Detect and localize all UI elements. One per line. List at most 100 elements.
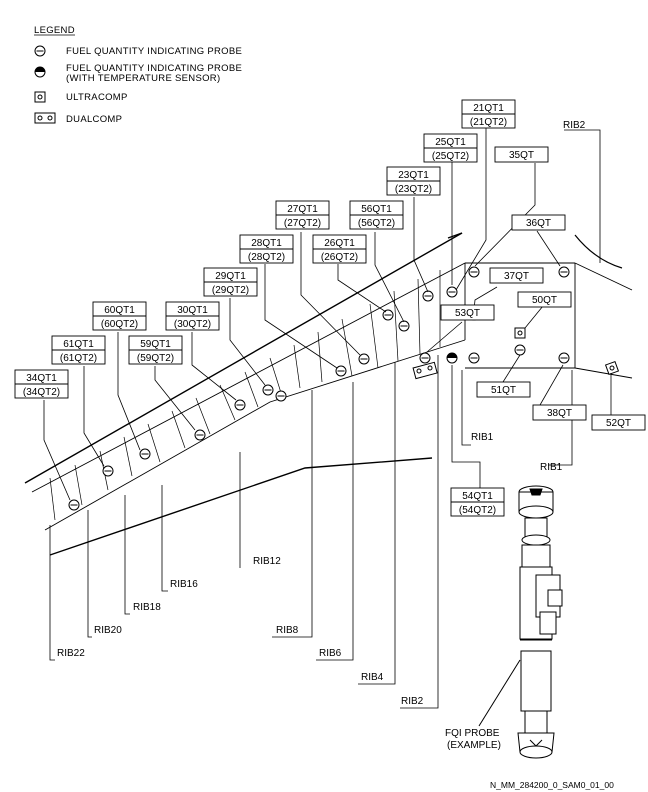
probe-30qt-icon <box>234 399 246 411</box>
callout-37qt: 37QT <box>489 267 544 284</box>
probe-34qt-icon <box>68 499 80 511</box>
rib12-label: RIB12 <box>253 556 281 567</box>
rib18-label: RIB18 <box>133 602 161 613</box>
callout-23qt1-main: 23QT1 <box>398 170 429 181</box>
callout-29qt1-alt: (29QT2) <box>212 285 249 296</box>
callout-30qt1-main: 30QT1 <box>177 305 208 316</box>
rib1-label-a: RIB1 <box>471 432 494 443</box>
callout-54qt1: 54QT1 (54QT2) <box>450 487 505 517</box>
probe-54qt-temp-sensor-icon <box>446 352 458 364</box>
callout-25qt1: 25QT1 (25QT2) <box>423 133 478 163</box>
callout-30qt1-alt: (30QT2) <box>174 319 211 330</box>
callout-36qt: 36QT <box>511 214 566 231</box>
ultracomp-52qt-icon <box>604 360 620 376</box>
rib1-label-b: RIB1 <box>540 462 563 473</box>
rib4-label: RIB4 <box>361 672 384 683</box>
callout-34qt1-alt: (34QT2) <box>23 387 60 398</box>
callout-23qt1: 23QT1 (23QT2) <box>386 166 441 196</box>
callout-36qt-text: 36QT <box>526 218 551 229</box>
callout-27qt1-alt: (27QT2) <box>284 218 321 229</box>
rib2-bottom-label: RIB2 <box>401 696 424 707</box>
rib6-label: RIB6 <box>319 648 342 659</box>
callout-52qt-text: 52QT <box>606 418 631 429</box>
callout-38qt: 38QT <box>532 404 587 421</box>
callout-52qt: 52QT <box>591 414 646 431</box>
probe-60qt-icon <box>139 448 151 460</box>
wing-probes <box>68 266 620 511</box>
callout-26qt1: 26QT1 (26QT2) <box>312 234 367 264</box>
probe-35qt-icon <box>468 266 480 278</box>
callout-21qt1-alt: (21QT2) <box>470 117 507 128</box>
probe-29qt-b-icon <box>275 390 287 402</box>
callout-29qt1-main: 29QT1 <box>215 271 246 282</box>
callout-28qt1-main: 28QT1 <box>251 238 282 249</box>
callout-35qt-text: 35QT <box>509 150 534 161</box>
fqi-probe-example-drawing <box>478 485 563 759</box>
legend-title: LEGEND <box>34 25 75 36</box>
probe-23qt-icon <box>422 290 434 302</box>
probe-27qt-icon <box>358 353 370 365</box>
wing-rear-spar <box>44 339 466 531</box>
callout-60qt1-main: 60QT1 <box>104 305 135 316</box>
dualcomp-wing-icon <box>412 361 438 380</box>
rib16-label: RIB16 <box>170 579 198 590</box>
callout-59qt1-alt: (59QT2) <box>137 353 174 364</box>
probe-25qt-icon <box>446 286 458 298</box>
callout-21qt1-main: 21QT1 <box>473 103 504 114</box>
callout-50qt: 50QT <box>517 291 572 308</box>
callout-53qt: 53QT <box>440 304 495 321</box>
leader-lines <box>43 128 612 709</box>
drawing-id: N_MM_284200_0_SAM0_01_00 <box>490 780 614 790</box>
legend-ultracomp-label: ULTRACOMP <box>66 92 128 103</box>
rib2-top-label: RIB2 <box>563 120 586 131</box>
probe-wing-root-icon <box>419 352 431 364</box>
probe-61qt-icon <box>102 465 114 477</box>
callout-26qt1-main: 26QT1 <box>324 238 355 249</box>
callout-35qt: 35QT <box>494 146 549 163</box>
probe-example-caption: FQI PROBE (EXAMPLE) <box>445 728 501 751</box>
callout-21qt1: 21QT1 (21QT2) <box>461 99 516 129</box>
callout-59qt1-main: 59QT1 <box>140 339 171 350</box>
ultracomp-50qt-icon <box>514 327 526 339</box>
probe-26qt-icon <box>398 320 410 332</box>
callout-30qt1: 30QT1 (30QT2) <box>165 301 220 331</box>
probe-temp-sensor-icon <box>34 66 46 78</box>
callout-53qt-text: 53QT <box>455 308 480 319</box>
callout-23qt1-alt: (23QT2) <box>395 184 432 195</box>
callout-51qt: 51QT <box>476 381 531 398</box>
callout-56qt1-main: 56QT1 <box>361 204 392 215</box>
callout-38qt-text: 38QT <box>547 408 572 419</box>
rib8-label: RIB8 <box>276 625 299 636</box>
probe-36qt-icon <box>558 266 570 278</box>
callout-29qt1: 29QT1 (29QT2) <box>203 267 258 297</box>
callout-25qt1-main: 25QT1 <box>435 137 466 148</box>
probe-icon <box>34 45 46 57</box>
fuselage-lower-line <box>574 367 633 379</box>
callout-59qt1: 59QT1 (59QT2) <box>128 335 183 365</box>
legend-probe-temp-label: FUEL QUANTITY INDICATING PROBE <box>66 63 242 74</box>
ultracomp-icon <box>34 91 46 103</box>
probe-38qt-icon <box>558 352 570 364</box>
probe-example-line2: (EXAMPLE) <box>447 740 501 751</box>
callout-56qt1: 56QT1 (56QT2) <box>349 200 404 230</box>
probe-59qt-icon <box>194 429 206 441</box>
wing-trailing-edge <box>49 457 433 556</box>
callout-26qt1-alt: (26QT2) <box>321 252 358 263</box>
probe-28qt-icon <box>335 365 347 377</box>
rib-labels: RIB2 RIB1 RIB1 RIB12 RIB16 RIB18 RIB20 R… <box>57 120 586 707</box>
callout-50qt-text: 50QT <box>532 295 557 306</box>
wing-front-spar <box>31 262 466 493</box>
rib20-label: RIB20 <box>94 625 122 636</box>
callout-27qt1: 27QT1 (27QT2) <box>275 200 330 230</box>
callout-54qt1-alt: (54QT2) <box>459 505 496 516</box>
callout-51qt-text: 51QT <box>491 385 516 396</box>
legend-probe-label: FUEL QUANTITY INDICATING PROBE <box>66 46 242 57</box>
rib22-label: RIB22 <box>57 648 85 659</box>
callout-56qt1-alt: (56QT2) <box>358 218 395 229</box>
callout-37qt-text: 37QT <box>504 271 529 282</box>
callout-28qt1-alt: (28QT2) <box>248 252 285 263</box>
wing-outline <box>24 232 633 556</box>
fuselage-upper-line <box>574 262 633 291</box>
probe-56qt-icon <box>382 309 394 321</box>
